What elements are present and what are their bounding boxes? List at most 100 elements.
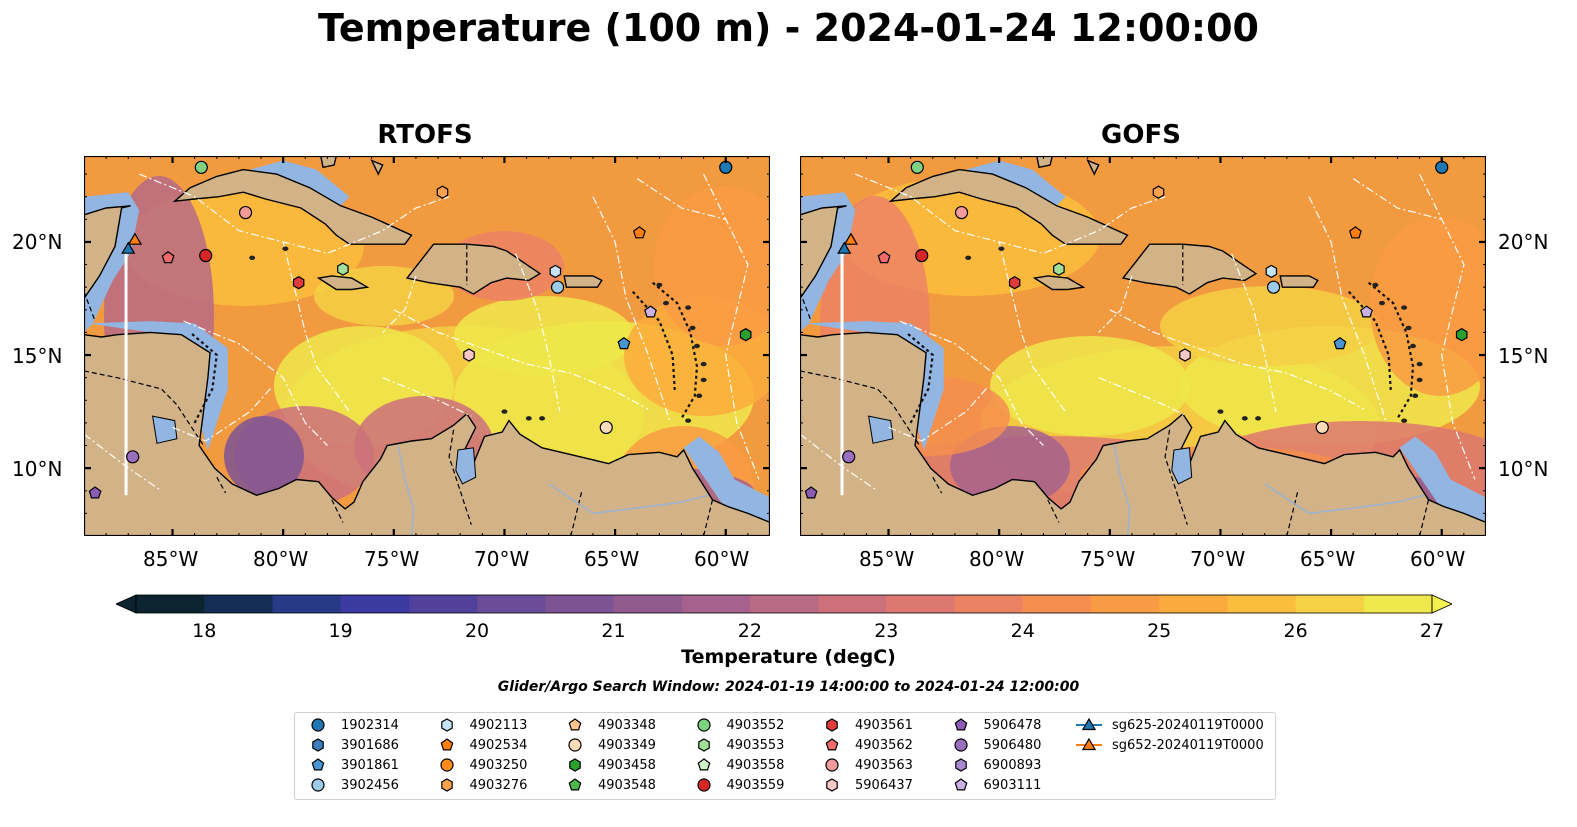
legend-marker-icon xyxy=(1076,717,1102,731)
island xyxy=(1241,416,1248,421)
island xyxy=(693,343,700,349)
country-border xyxy=(331,499,344,523)
legend-marker xyxy=(1081,717,1097,731)
country-border xyxy=(1164,429,1188,525)
lon-label: 60°W xyxy=(694,547,750,571)
legend-marker-icon xyxy=(439,758,454,772)
legend-entry: 4903348 xyxy=(560,716,656,734)
colorbar-bin xyxy=(204,595,273,613)
island xyxy=(696,393,703,398)
legend-marker xyxy=(826,718,838,732)
shelf-sea xyxy=(683,436,770,523)
float-marker xyxy=(127,232,143,245)
country-border xyxy=(1419,499,1430,536)
figure-title: Temperature (100 m) - 2024-01-24 12:00:0… xyxy=(317,6,1259,50)
search-window-text: Glider/Argo Search Window: 2024-01-19 14… xyxy=(497,679,1080,695)
legend-label: 4903563 xyxy=(855,757,913,773)
land xyxy=(888,168,1129,245)
legend-marker-icon xyxy=(825,738,839,751)
legend-marker-icon xyxy=(311,778,325,792)
land xyxy=(316,275,370,291)
country-border xyxy=(448,429,472,525)
legend-entry: 4903561 xyxy=(817,716,913,734)
legend-marker xyxy=(954,778,967,791)
legend-entry: 4902534 xyxy=(432,736,528,754)
island xyxy=(525,416,532,421)
lake xyxy=(151,415,178,444)
land xyxy=(84,205,131,300)
land xyxy=(1121,243,1258,295)
island xyxy=(1378,300,1385,306)
island xyxy=(685,418,692,423)
legend-entry: 3902456 xyxy=(303,776,399,794)
eez-boundary xyxy=(84,433,162,492)
island xyxy=(1409,343,1416,349)
legend-label: 4903553 xyxy=(726,737,785,753)
eez-boundary xyxy=(800,433,878,492)
lake xyxy=(867,415,894,444)
legend-entry: sg652-20240119T0000 xyxy=(1074,736,1264,754)
colorbar-bin xyxy=(1022,595,1092,613)
legend-label: 5906478 xyxy=(983,717,1042,733)
legend-entry: 3901861 xyxy=(303,756,399,774)
legend-marker xyxy=(825,738,839,751)
legend-marker-icon xyxy=(568,778,582,791)
colorbar-extend-max xyxy=(1431,594,1452,614)
river xyxy=(1264,483,1425,515)
eez-boundary xyxy=(998,241,1067,412)
legend-marker xyxy=(440,718,453,732)
legend-entry: 4903276 xyxy=(432,776,528,794)
island xyxy=(656,282,663,288)
legend-label: 4902113 xyxy=(469,717,528,733)
float-marker xyxy=(337,262,349,276)
legend-label: sg652-20240119T0000 xyxy=(1112,737,1264,753)
colorbar-bin xyxy=(1090,595,1160,613)
float-marker xyxy=(915,248,929,263)
legend-label: 4903552 xyxy=(726,717,785,733)
float-marker xyxy=(1266,280,1281,294)
legend-label: sg625-20240119T0000 xyxy=(1112,717,1264,733)
temperature-patch xyxy=(224,416,304,496)
eez-boundary xyxy=(636,178,726,220)
float-marker xyxy=(739,328,752,342)
river xyxy=(548,483,709,515)
country-border xyxy=(1047,499,1060,523)
legend-marker-icon xyxy=(311,758,325,771)
float-marker xyxy=(436,185,449,199)
island xyxy=(685,305,692,310)
float-marker xyxy=(843,232,859,245)
eez-boundary xyxy=(592,196,672,424)
float-marker xyxy=(199,248,213,263)
legend-marker xyxy=(697,738,710,752)
isobath-contour xyxy=(631,290,676,392)
country-border xyxy=(84,291,96,322)
country-border xyxy=(800,291,812,322)
float-marker xyxy=(463,348,475,362)
legend-marker xyxy=(312,738,324,752)
legend-entry: 4902113 xyxy=(432,716,528,734)
lat-label: 20°N xyxy=(12,230,63,254)
legend-marker-icon xyxy=(696,778,711,792)
island xyxy=(998,246,1005,251)
legend-marker xyxy=(569,758,581,772)
legend-marker-icon xyxy=(440,718,453,732)
land xyxy=(1279,275,1319,288)
float-marker xyxy=(1053,262,1065,276)
legend-label: 4902534 xyxy=(469,737,528,753)
colorbar-bin xyxy=(340,595,410,613)
float-marker xyxy=(1435,160,1449,174)
legend-label: 4903276 xyxy=(469,777,528,793)
colorbar-bin xyxy=(613,595,683,613)
lon-label: 65°W xyxy=(1300,547,1356,571)
legend-marker-icon xyxy=(311,718,325,732)
legend-marker xyxy=(440,738,453,751)
float-marker xyxy=(1179,348,1191,362)
land xyxy=(800,331,1486,536)
eez-boundary xyxy=(888,386,989,442)
eez-boundary xyxy=(1230,253,1277,412)
colorbar-bin xyxy=(1295,595,1365,613)
legend-label: 4903348 xyxy=(598,717,656,733)
colorbar-bin xyxy=(681,595,751,613)
eez-boundary xyxy=(172,386,273,442)
float-marker xyxy=(954,205,969,220)
